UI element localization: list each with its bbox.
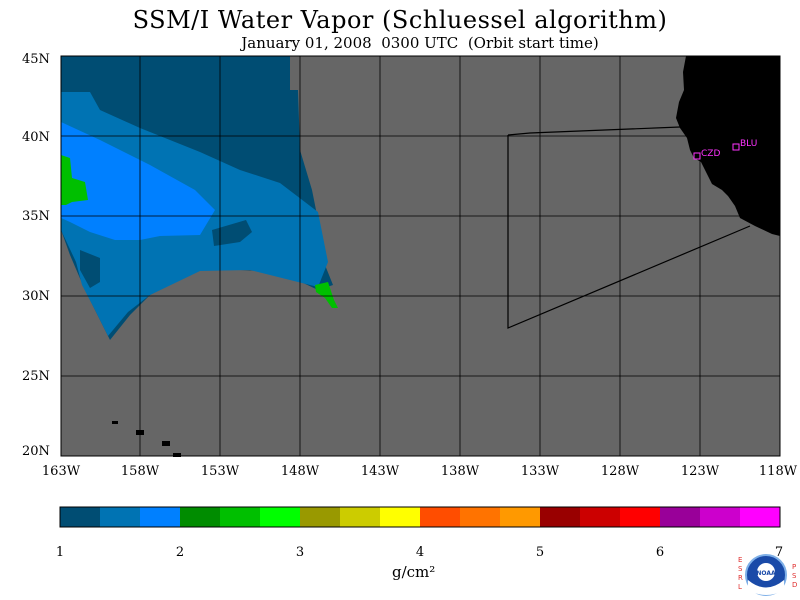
colorbar-swatch <box>100 507 141 527</box>
lon-label: 118W <box>759 464 798 479</box>
lon-label: 133W <box>521 464 560 479</box>
colorbar-swatch <box>580 507 621 527</box>
map-title: SSM/I Water Vapor (Schluessel algorithm) <box>132 6 668 34</box>
latitude-labels: 45N 40N 35N 30N 25N 20N <box>22 52 50 459</box>
colorbar-swatch <box>460 507 501 527</box>
site-czd-marker[interactable] <box>693 152 701 160</box>
orbit-track-lines <box>507 126 751 329</box>
lat-label: 20N <box>22 444 50 459</box>
colorbar-units: g/cm² <box>392 563 436 581</box>
colorbar-swatch <box>660 507 701 527</box>
noaa-logo-badge: NOAA <box>756 570 776 577</box>
colorbar-swatch <box>60 507 101 527</box>
colorbar-swatch <box>180 507 221 527</box>
lon-label: 143W <box>361 464 400 479</box>
lon-label: 153W <box>201 464 240 479</box>
map-subtitle: January 01, 2008 0300 UTC (Orbit start t… <box>241 34 599 52</box>
lon-label: 123W <box>681 464 720 479</box>
lon-label: 148W <box>281 464 320 479</box>
colorbar-tick: 7 <box>775 545 783 560</box>
colorbar-swatch <box>700 507 741 527</box>
site-markers: CZD BLU <box>693 139 757 160</box>
colorbar <box>60 507 781 527</box>
water-vapor-field <box>61 56 338 340</box>
lon-label: 138W <box>441 464 480 479</box>
colorbar-swatch <box>540 507 581 527</box>
colorbar-tick: 3 <box>296 545 304 560</box>
lon-label: 128W <box>601 464 640 479</box>
grid-lines <box>61 56 780 456</box>
colorbar-swatch <box>220 507 261 527</box>
colorbar-swatch <box>500 507 541 527</box>
longitude-labels: 163W 158W 153W 148W 143W 138W 133W 128W … <box>42 464 798 479</box>
site-czd-label: CZD <box>701 149 720 159</box>
lat-label: 25N <box>22 369 50 384</box>
colorbar-swatch <box>420 507 461 527</box>
colorbar-swatch <box>740 507 781 527</box>
lat-label: 40N <box>22 130 50 145</box>
lat-label: 30N <box>22 289 50 304</box>
colorbar-tick: 1 <box>56 545 64 560</box>
colorbar-swatch <box>300 507 341 527</box>
colorbar-frame <box>59 506 781 528</box>
colorbar-tick: 6 <box>656 545 664 560</box>
colorbar-tick: 4 <box>416 545 424 560</box>
colorbar-tick-labels: 1 2 3 4 5 6 7 <box>56 545 783 560</box>
colorbar-swatch <box>380 507 421 527</box>
lon-label: 163W <box>42 464 81 479</box>
colorbar-tick: 2 <box>176 545 184 560</box>
site-blu-label: BLU <box>740 139 757 149</box>
land-mass <box>676 56 780 236</box>
colorbar-swatch <box>340 507 381 527</box>
lat-label: 45N <box>22 52 50 67</box>
site-blu-marker[interactable] <box>732 143 740 151</box>
lat-label: 35N <box>22 209 50 224</box>
lon-label: 158W <box>121 464 160 479</box>
map-frame <box>60 55 781 457</box>
colorbar-tick: 5 <box>536 545 544 560</box>
colorbar-swatch <box>260 507 301 527</box>
colorbar-swatch <box>140 507 181 527</box>
colorbar-swatch <box>620 507 661 527</box>
